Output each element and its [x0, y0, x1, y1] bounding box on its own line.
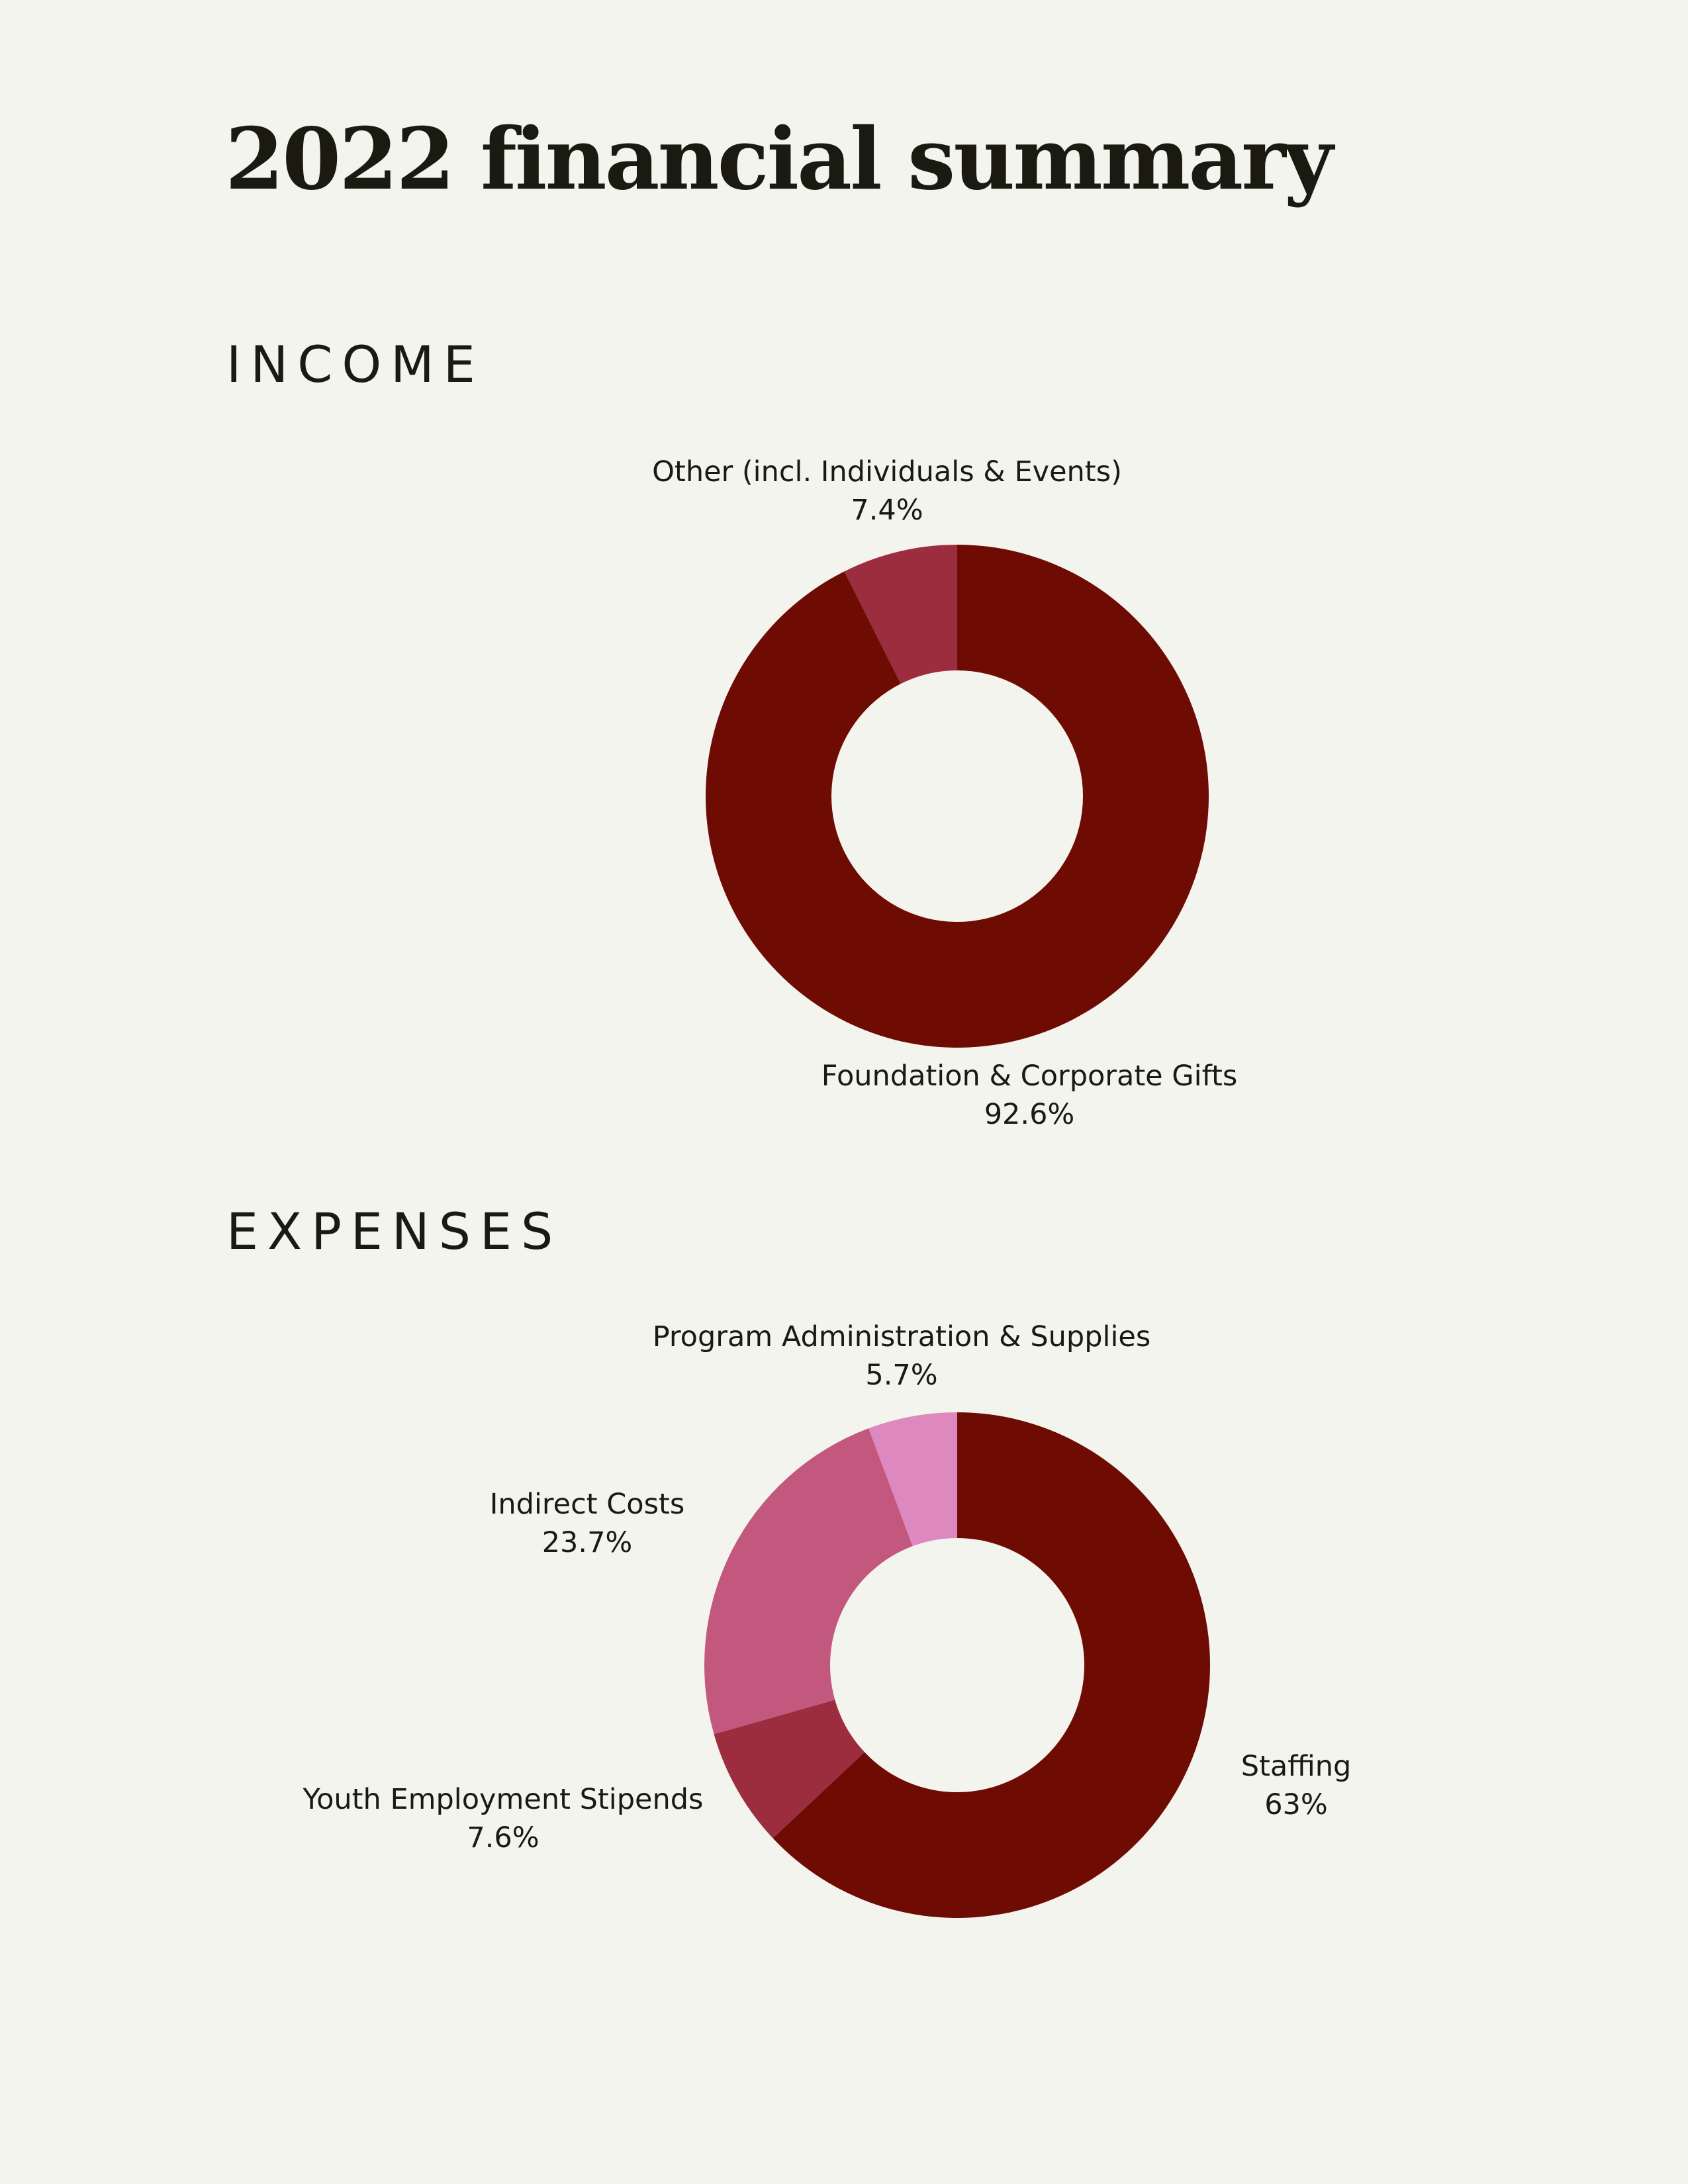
value-label-foundation-and-corporate-gifts: 92.6% — [984, 1098, 1075, 1131]
page-title: 2022 financial summary — [225, 110, 1333, 209]
expenses-donut-chart: Staffing 63% Youth Employment Stipends 7.6%… — [303, 1320, 1352, 1918]
value-label-program-administration-and-supplies: 5.7% — [865, 1359, 937, 1392]
slice-staffing — [773, 1412, 1210, 1918]
slice-youth-employment-stipends — [714, 1700, 865, 1839]
income-donut-chart: Foundation & Corporate Gifts 92.6% Other (… — [652, 455, 1237, 1131]
label-other-incl-individuals-and-events: Other (incl. Individuals & Events) — [652, 455, 1122, 488]
label-indirect-costs: Indirect Costs — [490, 1488, 685, 1521]
value-label-youth-employment-stipends: 7.6% — [467, 1821, 539, 1854]
income-section-title: INCOME — [226, 335, 485, 394]
value-label-indirect-costs: 23.7% — [542, 1526, 633, 1559]
slice-other-incl-individuals-and-events — [844, 545, 957, 684]
label-program-administration-and-supplies: Program Administration & Supplies — [653, 1320, 1151, 1353]
expenses-section-title: EXPENSES — [226, 1202, 563, 1261]
slice-program-administration-and-supplies — [868, 1412, 957, 1547]
label-staffing: Staffing — [1241, 1750, 1352, 1783]
slice-foundation-and-corporate-gifts — [705, 545, 1209, 1048]
value-label-staffing: 63% — [1264, 1788, 1328, 1821]
slice-indirect-costs — [704, 1428, 913, 1735]
value-label-other-incl-individuals-and-events: 7.4% — [851, 494, 923, 527]
label-youth-employment-stipends: Youth Employment Stipends — [303, 1783, 704, 1816]
label-foundation-and-corporate-gifts: Foundation & Corporate Gifts — [821, 1060, 1237, 1093]
